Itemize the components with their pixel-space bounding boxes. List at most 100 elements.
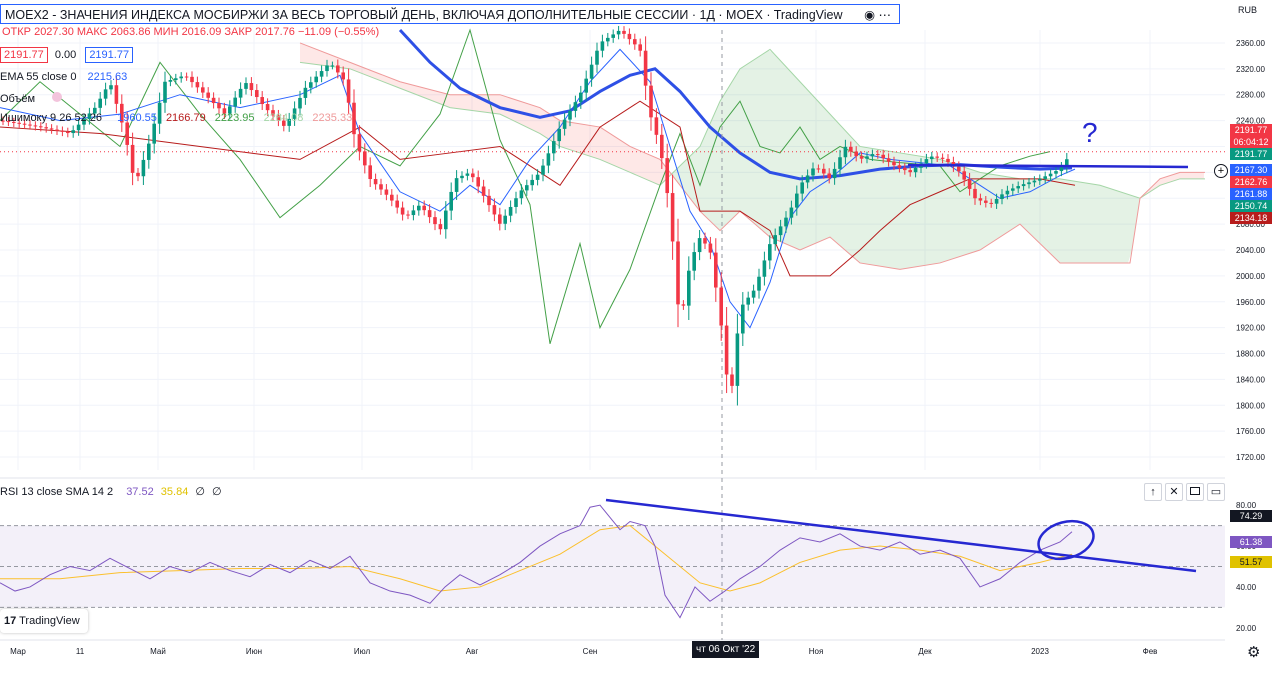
- ask-box[interactable]: 2191.77: [85, 47, 134, 63]
- cloud-segment: [1048, 178, 1052, 256]
- more-icon[interactable]: ⋯: [878, 8, 892, 22]
- candle-body: [66, 131, 70, 134]
- cloud-segment: [456, 94, 460, 109]
- cloud-segment: [580, 123, 584, 155]
- price-tick-label: 1960.00: [1236, 298, 1265, 307]
- cloud-segment: [404, 82, 408, 92]
- cloud-segment: [372, 70, 376, 79]
- candle-body: [260, 97, 264, 105]
- maximize-pane-button[interactable]: ▭: [1207, 483, 1225, 501]
- cloud-segment: [700, 137, 704, 216]
- candle-body: [611, 34, 615, 38]
- eye-icon[interactable]: ◉: [864, 8, 875, 22]
- volume-legend[interactable]: Объём: [0, 92, 63, 105]
- cloud-segment: [448, 94, 452, 108]
- cloud-segment: [436, 91, 440, 104]
- candle-body: [481, 186, 486, 196]
- candle-body: [319, 71, 324, 77]
- cloud-segment: [396, 80, 400, 89]
- candle-body: [22, 123, 27, 125]
- cloud-segment: [1124, 193, 1128, 263]
- cloud-segment: [300, 42, 304, 63]
- cloud-segment: [628, 145, 632, 174]
- candle-body: [773, 235, 777, 245]
- rsi-tick-label: 40.00: [1236, 583, 1257, 592]
- cloud-segment: [500, 94, 504, 117]
- cloud-segment: [888, 151, 892, 269]
- time-tick-label: Дек: [918, 647, 932, 656]
- candle-body: [746, 297, 750, 305]
- close-pane-button[interactable]: ✕: [1165, 483, 1183, 501]
- cloud-segment: [964, 167, 968, 256]
- candle-body: [795, 193, 799, 208]
- cloud-segment: [1132, 195, 1136, 250]
- rsi-pane: [0, 504, 1225, 619]
- candle-body: [152, 123, 156, 144]
- rsi-tick-label: 80.00: [1236, 501, 1257, 510]
- candle-body: [1054, 171, 1058, 174]
- ichimoku-legend[interactable]: Ишимоку 9 26 52 26 1960.55 2166.79 2223.…: [0, 112, 352, 124]
- cloud-segment: [316, 49, 320, 65]
- candle-body: [508, 206, 513, 216]
- rsi-tag: 51.57: [1230, 556, 1272, 568]
- cloud-segment: [928, 157, 932, 265]
- candle-body: [843, 146, 848, 158]
- currency-label[interactable]: RUB: [1238, 5, 1258, 15]
- price-tick-label: 1840.00: [1236, 375, 1265, 384]
- candle-body: [217, 103, 221, 109]
- cloud-segment: [304, 44, 308, 64]
- price-axis[interactable]: 1720.00 1760.00 1800.00 1840.00 1880.00 1920.…: [1225, 0, 1280, 673]
- candle-body: [87, 113, 92, 120]
- ichimoku-label: Ишимоку 9 26 52 26: [0, 112, 103, 124]
- cloud-segment: [644, 152, 648, 181]
- cloud-segment: [432, 90, 436, 103]
- candle-body: [244, 83, 248, 89]
- cloud-segment: [728, 81, 732, 223]
- chart-title-bar[interactable]: MOEX2 - ЗНАЧЕНИЯ ИНДЕКСА МОСБИРЖИ ЗА ВЕС…: [0, 4, 900, 24]
- ema-legend[interactable]: EMA 55 close 0 2215.63: [0, 71, 127, 83]
- volume-eye-icon[interactable]: [52, 92, 63, 102]
- price-tag: 2134.18: [1230, 212, 1272, 224]
- candle-body: [719, 287, 723, 326]
- candle-body: [1027, 182, 1031, 185]
- cloud-segment: [424, 87, 428, 100]
- candle-body: [1065, 159, 1069, 168]
- settings-gear-icon[interactable]: ⚙: [1247, 644, 1261, 661]
- cloud-segment: [312, 47, 316, 65]
- cloud-segment: [344, 60, 348, 69]
- cloud-segment: [920, 156, 924, 267]
- rsi-tag: 74.29: [1230, 510, 1272, 522]
- candle-body: [859, 156, 864, 159]
- candle-body: [141, 159, 146, 177]
- cloud-segment: [452, 94, 456, 109]
- cloud-segment: [956, 164, 960, 258]
- zoom-plus-icon[interactable]: +: [1214, 164, 1228, 178]
- collapse-pane-button[interactable]: [1186, 483, 1204, 501]
- time-tick-label: Сен: [583, 647, 598, 656]
- cloud-segment: [536, 106, 540, 134]
- cloud-segment: [988, 173, 992, 245]
- candle-body: [163, 81, 167, 103]
- rsi-legend[interactable]: RSI 13 close SMA 14 2 37.52 35.84 ∅ ∅: [0, 485, 222, 498]
- candle-body: [28, 124, 32, 126]
- price-tick-label: 2360.00: [1236, 39, 1265, 48]
- time-tick-label: Июн: [246, 647, 262, 656]
- time-axis[interactable]: Мар 11 Май Июн Июл Авг Сен Ноя Дек 2023 Фев: [10, 647, 1157, 656]
- candle-body: [422, 205, 426, 211]
- main-gridlines: [0, 30, 1280, 641]
- candle-body: [476, 177, 480, 187]
- collapse-icon: [1190, 487, 1200, 495]
- candle-body: [222, 108, 227, 114]
- move-up-button[interactable]: ↑: [1144, 483, 1162, 501]
- cloud-segment: [1196, 172, 1200, 179]
- bid-box[interactable]: 2191.77: [0, 47, 48, 63]
- candle-body: [179, 76, 183, 79]
- price-tick-label: 2240.00: [1236, 117, 1265, 126]
- candle-body: [444, 210, 448, 230]
- cloud-segment: [1168, 174, 1172, 183]
- cloud-segment: [896, 152, 900, 270]
- candle-body: [822, 168, 826, 174]
- candle-body: [465, 173, 470, 176]
- tradingview-logo[interactable]: 17 TradingView: [0, 609, 88, 633]
